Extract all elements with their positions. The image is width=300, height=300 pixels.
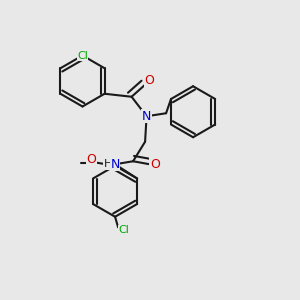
Text: H: H — [103, 159, 112, 169]
Text: O: O — [86, 153, 96, 166]
Text: Cl: Cl — [118, 225, 130, 235]
Text: N: N — [110, 158, 120, 171]
Text: O: O — [150, 158, 160, 171]
Text: O: O — [145, 74, 154, 87]
Text: Cl: Cl — [77, 50, 88, 61]
Text: N: N — [142, 110, 151, 123]
